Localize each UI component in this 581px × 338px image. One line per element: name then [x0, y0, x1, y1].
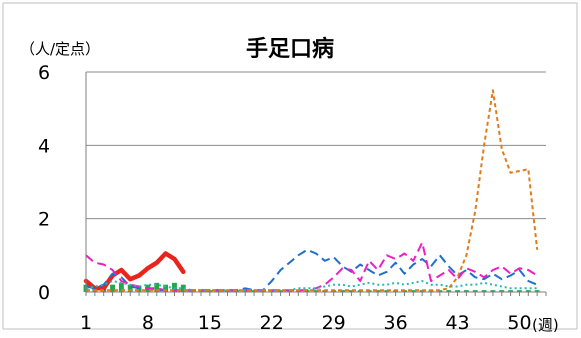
- bar-0-41: [446, 290, 452, 292]
- bar-0-3: [110, 284, 115, 292]
- bar-0-43: [463, 290, 469, 292]
- x-tick-label-3: 22: [260, 312, 284, 333]
- x-tick-label-0: 1: [80, 312, 92, 333]
- y-axis-unit-label: （人/定点）: [20, 40, 100, 58]
- x-tick-label-4: 29: [322, 312, 346, 333]
- bar-0-5: [127, 284, 133, 292]
- bar-0-47: [499, 290, 505, 292]
- bar-0-42: [455, 290, 460, 292]
- x-tick-label-7: 50: [507, 312, 531, 333]
- bar-0-26: [313, 290, 319, 292]
- tick-labels: 0 2 4 6 1 8 15 22 29 36 43 50: [38, 62, 547, 334]
- bar-0-33: [375, 290, 381, 292]
- y-tick-label-1: 2: [38, 209, 50, 231]
- bar-0-45: [481, 290, 487, 292]
- y-tick-label-0: 0: [38, 282, 50, 304]
- bar-0-44: [472, 290, 478, 292]
- bar-0-34: [384, 290, 390, 292]
- bar-0-4: [118, 282, 124, 292]
- chart-title: 手足口病: [246, 36, 334, 62]
- bar-0-48: [508, 290, 514, 292]
- bar-0-30: [348, 290, 354, 292]
- series-line-4: [85, 280, 538, 292]
- bar-0-8: [154, 282, 160, 292]
- bar-0-37: [410, 290, 416, 292]
- bar-0-51: [534, 290, 540, 292]
- y-tick-label-2: 4: [38, 135, 50, 157]
- x-tick-label-2: 15: [198, 312, 222, 333]
- series-line-3: [85, 241, 538, 292]
- y-tick-label-3: 6: [38, 62, 50, 84]
- bar-0-46: [490, 290, 496, 292]
- x-axis-unit-label: (週): [532, 316, 559, 333]
- bar-0-22: [278, 290, 284, 292]
- x-tick-label-5: 36: [384, 312, 408, 333]
- bar-0-29: [340, 290, 345, 292]
- line-series: [83, 89, 539, 292]
- bar-0-11: [180, 284, 186, 292]
- series-line-1: [83, 251, 186, 291]
- bar-0-50: [525, 290, 531, 292]
- x-tick-label-1: 8: [142, 312, 154, 333]
- series-line-5: [86, 89, 539, 292]
- x-tick-label-6: 43: [445, 312, 469, 333]
- bar-0-49: [517, 290, 522, 292]
- bar-0-9: [163, 284, 169, 292]
- grid: [86, 71, 546, 220]
